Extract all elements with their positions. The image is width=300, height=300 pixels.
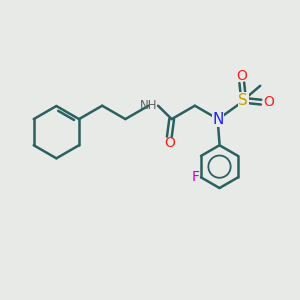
Text: O: O: [164, 136, 175, 150]
Text: O: O: [263, 95, 274, 109]
Text: F: F: [192, 170, 200, 184]
Text: S: S: [238, 93, 248, 108]
Text: NH: NH: [140, 99, 158, 112]
Text: N: N: [212, 112, 224, 127]
Text: O: O: [236, 69, 247, 83]
